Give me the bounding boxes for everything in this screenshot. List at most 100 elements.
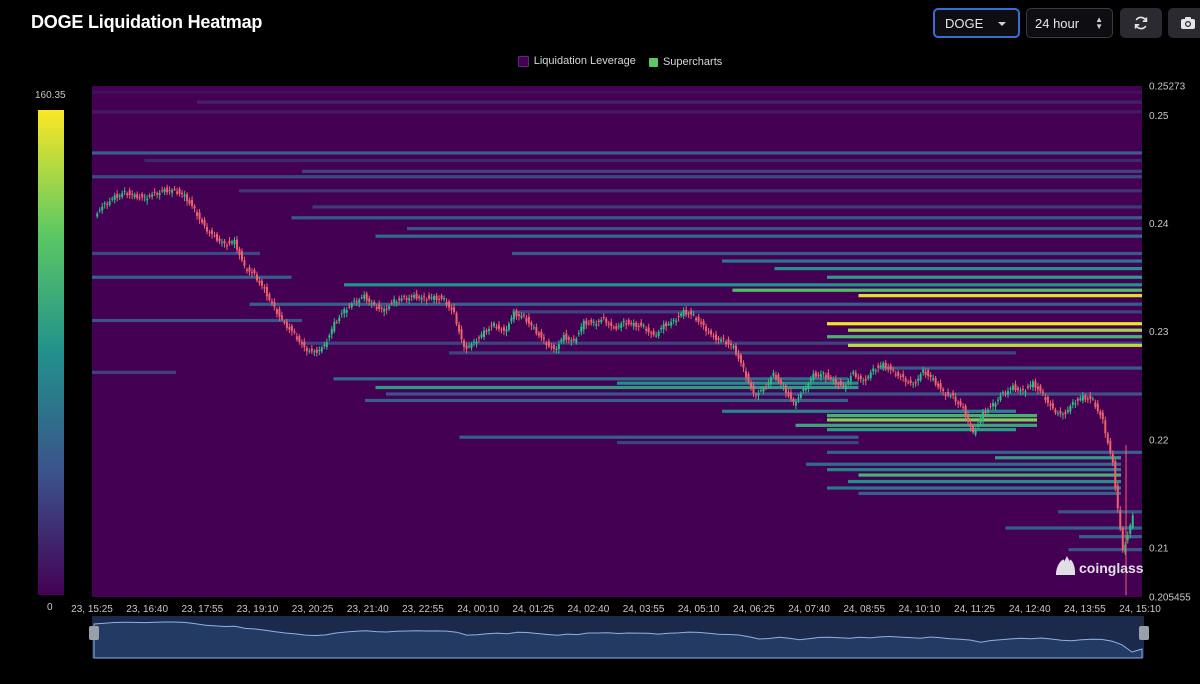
candle-body [385, 308, 388, 310]
candle-body [360, 297, 363, 299]
navigator-right-handle[interactable] [1139, 626, 1149, 640]
candle-body [345, 310, 348, 313]
candle-body [265, 286, 268, 297]
x-tick-label: 23, 22:55 [402, 604, 444, 615]
heat-band [407, 227, 1142, 231]
navigator-left-handle[interactable] [89, 626, 99, 640]
range-navigator[interactable] [89, 616, 1149, 659]
legend-item-liquidation-leverage[interactable]: Liquidation Leverage [517, 55, 636, 67]
x-tick-label: 23, 16:40 [126, 604, 168, 615]
candle-body [1046, 396, 1049, 404]
spinner-arrows-icon: ▲ ▼ [1095, 15, 1103, 31]
x-tick-label: 24, 13:55 [1064, 604, 1106, 615]
refresh-button[interactable] [1120, 8, 1162, 38]
candle-body [335, 321, 338, 323]
candle-body [532, 327, 535, 329]
candle-body [1076, 398, 1079, 401]
candle-body [420, 297, 423, 300]
candle-body [647, 327, 650, 333]
heat-band [827, 428, 1016, 432]
candle-body [270, 301, 273, 304]
candle-body [942, 388, 945, 392]
candle-body [994, 403, 997, 407]
candle-body [141, 193, 144, 198]
candle-body [430, 297, 433, 299]
heat-band [333, 377, 848, 381]
candle-body [410, 295, 413, 297]
screenshot-button[interactable] [1168, 8, 1200, 38]
candle-body [1079, 398, 1082, 400]
candle-body [640, 322, 643, 326]
candle-body [607, 323, 610, 325]
candle-body [505, 329, 508, 332]
candle-body [774, 375, 777, 380]
candle-body [1081, 395, 1084, 401]
candle-body [620, 323, 623, 328]
candle-body [211, 230, 214, 235]
heat-band [449, 351, 1016, 355]
candle-body [869, 372, 872, 379]
time-range-select[interactable]: 24 hour ▲ ▼ [1026, 8, 1113, 38]
heat-band [617, 381, 859, 385]
candle-body [982, 411, 985, 421]
candle-body [315, 349, 318, 353]
x-tick-label: 24, 00:10 [457, 604, 499, 615]
candle-body [577, 332, 580, 334]
candle-body [934, 377, 937, 385]
candle-body [438, 298, 441, 300]
coin-select[interactable]: DOGE [933, 8, 1020, 38]
candle-body [138, 197, 141, 199]
candle-body [136, 194, 139, 199]
candle-body [285, 321, 288, 328]
candle-body [954, 396, 957, 402]
candle-body [171, 190, 174, 193]
candle-body [188, 200, 191, 204]
legend-item-supercharts[interactable]: Supercharts [648, 56, 722, 68]
candle-body [804, 388, 807, 391]
candle-body [1121, 527, 1124, 551]
heat-band [302, 169, 1142, 173]
candle-body [128, 190, 131, 195]
candle-body [230, 241, 233, 243]
candle-body [737, 353, 740, 359]
candle-body [867, 376, 870, 379]
candle-body [375, 307, 378, 309]
candle-body [425, 299, 428, 301]
candle-body [418, 296, 421, 299]
candle-body [260, 280, 263, 286]
candle-body [255, 274, 258, 281]
candle-body [720, 339, 723, 342]
candle-body [363, 294, 366, 299]
page-title: DOGE Liquidation Heatmap [31, 12, 263, 32]
candle-body [1096, 403, 1099, 412]
candle-body [340, 313, 343, 315]
candle-body [313, 351, 316, 353]
candle-body [585, 320, 588, 325]
plot-area [92, 86, 1142, 597]
candle-body [552, 345, 555, 349]
candle-body [884, 362, 887, 369]
camera-icon [1181, 17, 1195, 29]
x-tick-label: 24, 03:55 [623, 604, 665, 615]
candle-body [403, 296, 406, 298]
candle-body [490, 325, 493, 327]
candle-body [443, 298, 446, 300]
candle-body [163, 189, 166, 193]
candle-body [507, 323, 510, 330]
candle-body [248, 267, 251, 272]
candle-body [889, 365, 892, 370]
candle-body [245, 269, 248, 271]
candle-body [1064, 412, 1067, 415]
candle-body [535, 327, 538, 334]
candle-body [428, 295, 431, 299]
candle-body [233, 239, 236, 245]
candle-body [842, 385, 845, 387]
candle-body [330, 328, 333, 335]
candle-body [1094, 402, 1097, 408]
candle-body [253, 269, 256, 274]
heat-band [617, 441, 859, 445]
candle-body [383, 308, 386, 312]
candle-body [540, 331, 543, 338]
candle-body [902, 373, 905, 378]
